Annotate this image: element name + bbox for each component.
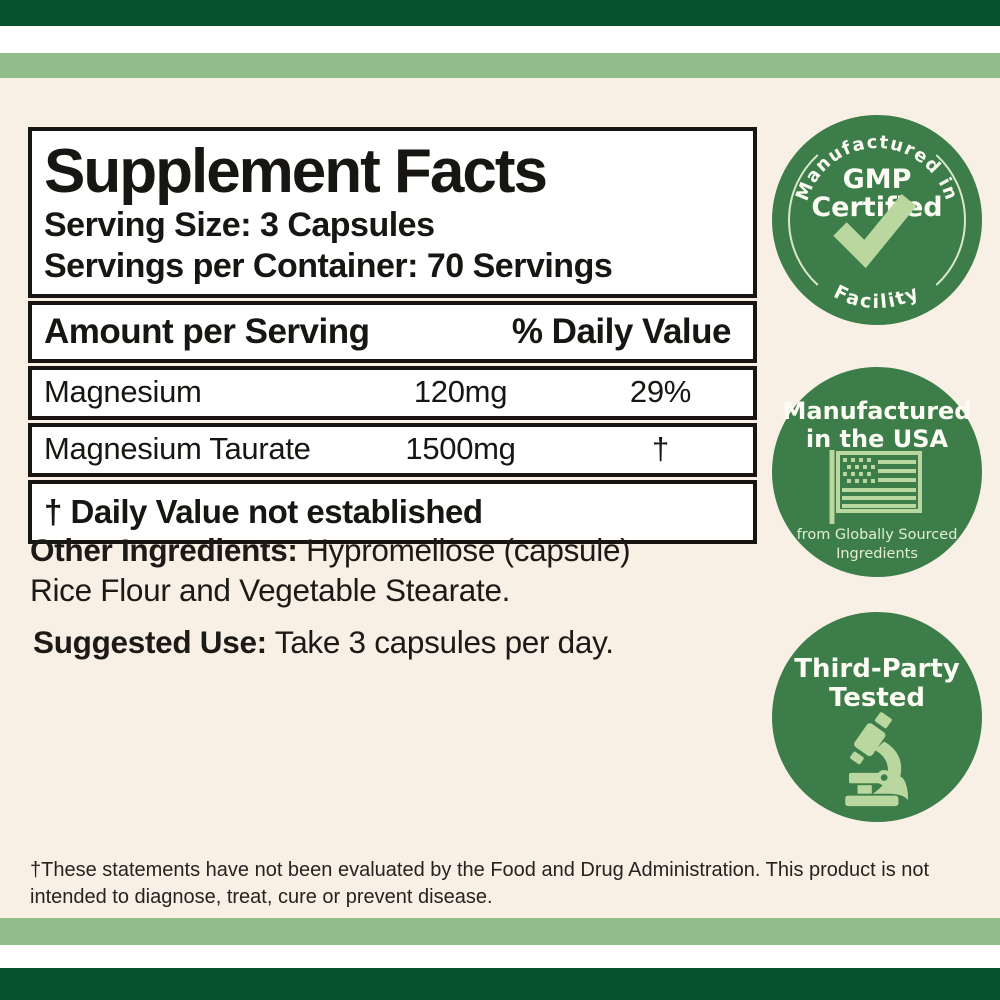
gmp-arc-bottom-text: Facility bbox=[830, 281, 921, 313]
flag-stars bbox=[843, 458, 875, 483]
usa-badge-line2: in the USA bbox=[805, 425, 949, 453]
supplement-facts-panel: Supplement Facts Serving Size: 3 Capsule… bbox=[28, 127, 757, 545]
checkmark-icon bbox=[833, 193, 917, 269]
gmp-badge-graphic: Manufactured in Facility GMP Certified bbox=[788, 132, 966, 313]
suggested-use-text: Take 3 capsules per day. bbox=[266, 624, 614, 660]
suggested-use-label: Suggested Use: bbox=[33, 624, 267, 660]
table-row: Magnesium Taurate 1500mg † bbox=[28, 423, 757, 478]
flag-stripes bbox=[842, 460, 916, 508]
suggested-use-paragraph: Suggested Use: Take 3 capsules per day. bbox=[33, 624, 753, 661]
facts-header-section: Supplement Facts Serving Size: 3 Capsule… bbox=[28, 127, 757, 299]
fda-disclaimer: †These statements have not been evaluate… bbox=[30, 857, 960, 910]
table-row: Magnesium 120mg 29% bbox=[28, 366, 757, 421]
bottom-dark-green-stripe bbox=[0, 968, 1000, 1000]
usa-badge-subtext-line1: from Globally Sourced bbox=[796, 527, 958, 543]
ingredient-amount: 120mg bbox=[413, 374, 508, 410]
usa-badge-subtext-line2: Ingredients bbox=[836, 546, 918, 562]
ring-arc-left bbox=[788, 154, 819, 286]
top-dark-green-stripe bbox=[0, 0, 1000, 26]
top-light-green-stripe bbox=[0, 53, 1000, 78]
ingredient-dv: 29% bbox=[629, 374, 692, 410]
bottom-light-green-stripe bbox=[0, 918, 1000, 945]
other-ingredients-line1: Hypromellose (capsule) bbox=[297, 532, 631, 568]
ingredient-name: Magnesium Taurate bbox=[44, 431, 311, 467]
third-party-tested-badge: Third-Party Tested bbox=[772, 612, 982, 822]
facts-column-headers: Amount per Serving % Daily Value bbox=[28, 301, 757, 364]
ingredient-name: Magnesium bbox=[44, 374, 202, 410]
col-percent-daily-value: % Daily Value bbox=[511, 312, 732, 352]
svg-text:Facility: Facility bbox=[830, 281, 923, 313]
bottom-white-stripe bbox=[0, 945, 1000, 968]
ingredient-amount: 1500mg bbox=[405, 431, 516, 467]
facts-title: Supplement Facts bbox=[44, 137, 548, 206]
third-party-line2: Tested bbox=[828, 683, 926, 713]
other-ingredients-paragraph: Other Ingredients: Hypromellose (capsule… bbox=[30, 530, 750, 610]
serving-size: Serving Size: 3 Capsules bbox=[44, 206, 435, 244]
top-white-stripe bbox=[0, 26, 1000, 53]
daily-value-footnote: † Daily Value not established bbox=[28, 480, 757, 545]
ingredient-dv: † bbox=[652, 431, 669, 467]
gmp-center-line1: GMP bbox=[843, 164, 912, 195]
servings-per-container: Servings per Container: 70 Servings bbox=[44, 246, 613, 285]
other-ingredients-label: Other Ingredients: bbox=[30, 532, 298, 568]
usa-badge-line1: Manufactured bbox=[782, 397, 972, 425]
third-party-line1: Third-Party bbox=[794, 654, 960, 684]
made-in-usa-badge: Manufactured in the USA bbox=[772, 367, 982, 577]
ring-arc-right bbox=[935, 154, 966, 286]
col-amount-per-serving: Amount per Serving bbox=[44, 312, 370, 352]
fda-disclaimer-line2: intended to diagnose, treat, cure or pre… bbox=[30, 885, 493, 908]
other-ingredients-line2: Rice Flour and Vegetable Stearate. bbox=[30, 572, 511, 608]
flag-outline bbox=[836, 451, 922, 513]
fda-disclaimer-line1: †These statements have not been evaluate… bbox=[30, 859, 930, 881]
gmp-center-line2: Certified bbox=[811, 192, 942, 223]
gmp-certified-badge: Manufactured in Facility GMP Certified bbox=[772, 115, 982, 325]
microscope-knob-hole bbox=[880, 774, 888, 781]
